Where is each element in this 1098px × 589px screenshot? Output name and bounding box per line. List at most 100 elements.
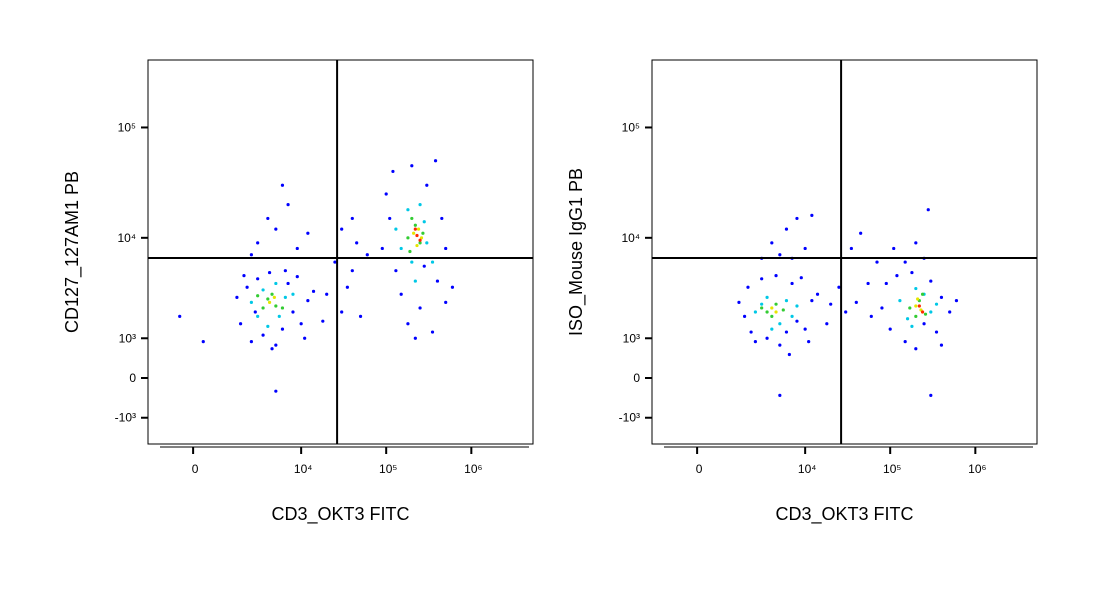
event-dot [903, 260, 907, 264]
event-dot [238, 322, 243, 326]
event-dot [742, 314, 747, 319]
event-dot [781, 308, 785, 312]
event-dot [803, 246, 807, 251]
event-dot [410, 216, 414, 221]
event-dot [358, 314, 363, 319]
y-tick-label: -10³ [619, 411, 640, 425]
event-dot [749, 330, 753, 334]
event-dot [256, 314, 260, 319]
event-dot [388, 216, 392, 221]
event-dot [803, 327, 807, 331]
plot-frame [147, 59, 534, 445]
event-dot [274, 304, 278, 308]
event-dot [849, 246, 853, 251]
event-dot [283, 295, 287, 299]
event-dot [954, 299, 959, 303]
event-dot [286, 281, 290, 286]
event-dot [274, 281, 278, 286]
event-dot [765, 336, 769, 340]
event-dot [815, 292, 820, 296]
event-dot [408, 249, 412, 254]
event-dot [892, 246, 896, 251]
event-dot [837, 285, 841, 289]
event-dot [306, 299, 310, 303]
event-dot [778, 393, 782, 397]
event-dot [295, 246, 299, 251]
event-dot [413, 223, 417, 227]
y-axis-title: ISO_Mouse IgG1 PB [566, 168, 587, 336]
event-dot [810, 213, 814, 217]
event-dot [765, 310, 769, 314]
event-dot [923, 312, 928, 316]
event-dot [274, 227, 278, 231]
event-dot [295, 275, 299, 279]
event-dot [425, 241, 429, 245]
event-dot [267, 270, 272, 275]
event-dot [201, 340, 205, 344]
event-dot [286, 203, 290, 207]
event-dot [415, 233, 419, 238]
event-dot [399, 246, 403, 251]
event-dot [929, 393, 933, 397]
event-dot [303, 336, 307, 340]
event-dot [306, 231, 310, 235]
event-dot [416, 227, 421, 231]
event-dot [280, 183, 285, 187]
event-dot [770, 306, 774, 310]
event-dot [430, 330, 435, 334]
plot-frame [651, 59, 1038, 445]
x-tick-label: 0 [696, 462, 703, 476]
event-dot [450, 285, 455, 289]
x-tick-label: 10⁴ [798, 462, 817, 476]
event-dot [406, 236, 410, 240]
event-dot [444, 300, 448, 304]
event-dot [418, 203, 422, 207]
event-dot [380, 246, 384, 251]
event-dot [249, 300, 254, 304]
event-dot [325, 292, 329, 296]
event-dot [321, 319, 325, 323]
event-dot [261, 288, 265, 292]
event-dot [914, 241, 918, 245]
event-dot [829, 302, 833, 306]
event-dot [910, 270, 914, 275]
y-tick-label: 10³ [623, 331, 640, 345]
event-dot [280, 306, 285, 310]
event-dot [765, 295, 769, 299]
event-dot [242, 273, 246, 278]
event-dot [934, 330, 939, 334]
event-dot [410, 164, 414, 168]
event-dot [770, 314, 774, 319]
event-dot [311, 289, 316, 293]
event-dot [778, 253, 782, 257]
event-dot [266, 216, 270, 221]
event-dot [261, 333, 265, 337]
event-dot [914, 304, 918, 308]
event-dot [412, 231, 416, 235]
event-dot [916, 297, 920, 301]
event-dot [435, 279, 440, 283]
x-tick-label: 10⁶ [968, 462, 986, 476]
event-dot [926, 208, 930, 212]
event-dot [384, 192, 388, 196]
event-dot [299, 322, 303, 326]
event-dot [274, 343, 278, 347]
event-dot [778, 322, 782, 326]
event-dot [810, 299, 814, 303]
event-dot [784, 299, 789, 303]
y-tick-label: 10⁴ [117, 231, 136, 245]
event-dot [415, 243, 419, 248]
event-dot [866, 281, 870, 286]
event-dot [399, 292, 403, 296]
x-tick-label: 10⁶ [464, 462, 482, 476]
y-tick-label: 0 [633, 371, 640, 385]
x-tick-label: 10⁵ [379, 462, 397, 476]
event-dot [249, 340, 254, 344]
event-dot [774, 302, 778, 306]
event-dot [413, 336, 417, 340]
event-dot [444, 246, 448, 251]
event-dot [256, 241, 260, 245]
event-dot [914, 347, 918, 351]
y-tick-label: 0 [129, 371, 136, 385]
event-dot [859, 231, 863, 235]
